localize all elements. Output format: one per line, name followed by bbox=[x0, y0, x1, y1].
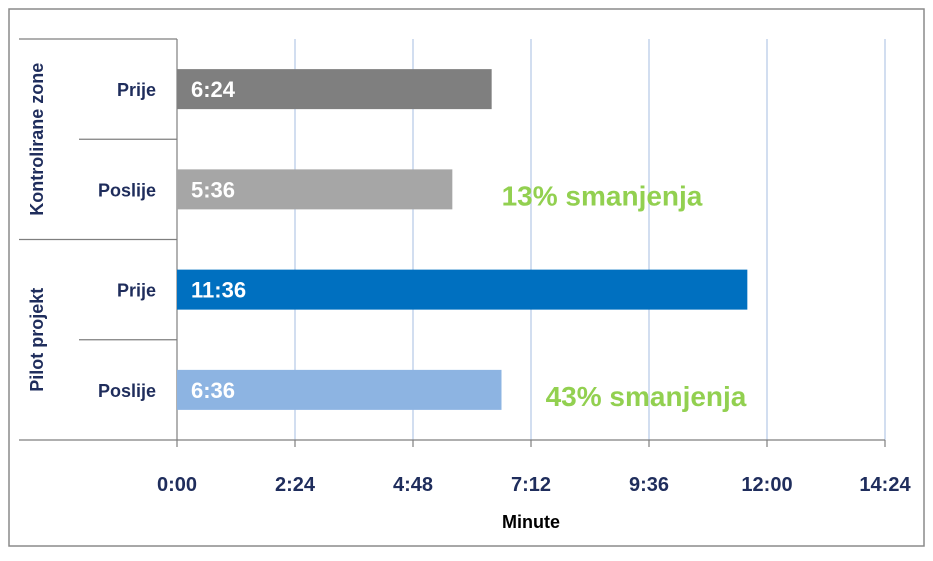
group-label: Kontrolirane zone bbox=[27, 63, 47, 216]
labels: 0:00 2:24 4:48 7:12 9:36 12:00 14:24 Minute Kont… bbox=[27, 63, 912, 532]
category-label: Poslije bbox=[98, 180, 156, 200]
group-label: Pilot projekt bbox=[27, 288, 47, 392]
x-tick-label: 12:00 bbox=[741, 474, 792, 496]
category-label: Poslije bbox=[98, 381, 156, 401]
x-tick-label: 9:36 bbox=[629, 474, 669, 496]
x-tick-label: 4:48 bbox=[393, 474, 433, 496]
bar-value-label: 11:36 bbox=[191, 278, 246, 303]
x-tick-label: 0:00 bbox=[157, 474, 197, 496]
reduction-annotation: 13% smanjenja bbox=[502, 180, 703, 211]
bar bbox=[177, 69, 492, 110]
x-tick-label: 2:24 bbox=[275, 474, 316, 496]
bar-value-label: 6:36 bbox=[191, 378, 235, 403]
bar bbox=[177, 369, 502, 410]
bar bbox=[177, 169, 453, 210]
reduction-annotation: 43% smanjenja bbox=[546, 381, 747, 412]
bar-value-label: 6:24 bbox=[191, 77, 236, 102]
x-tick-label: 14:24 bbox=[859, 474, 911, 496]
bars bbox=[177, 69, 748, 410]
x-axis-title: Minute bbox=[502, 512, 560, 532]
bar bbox=[177, 269, 748, 310]
category-label: Prije bbox=[117, 80, 156, 100]
x-tick-label: 7:12 bbox=[511, 474, 551, 496]
bar-value-label: 5:36 bbox=[191, 177, 235, 202]
category-label: Prije bbox=[117, 281, 156, 301]
